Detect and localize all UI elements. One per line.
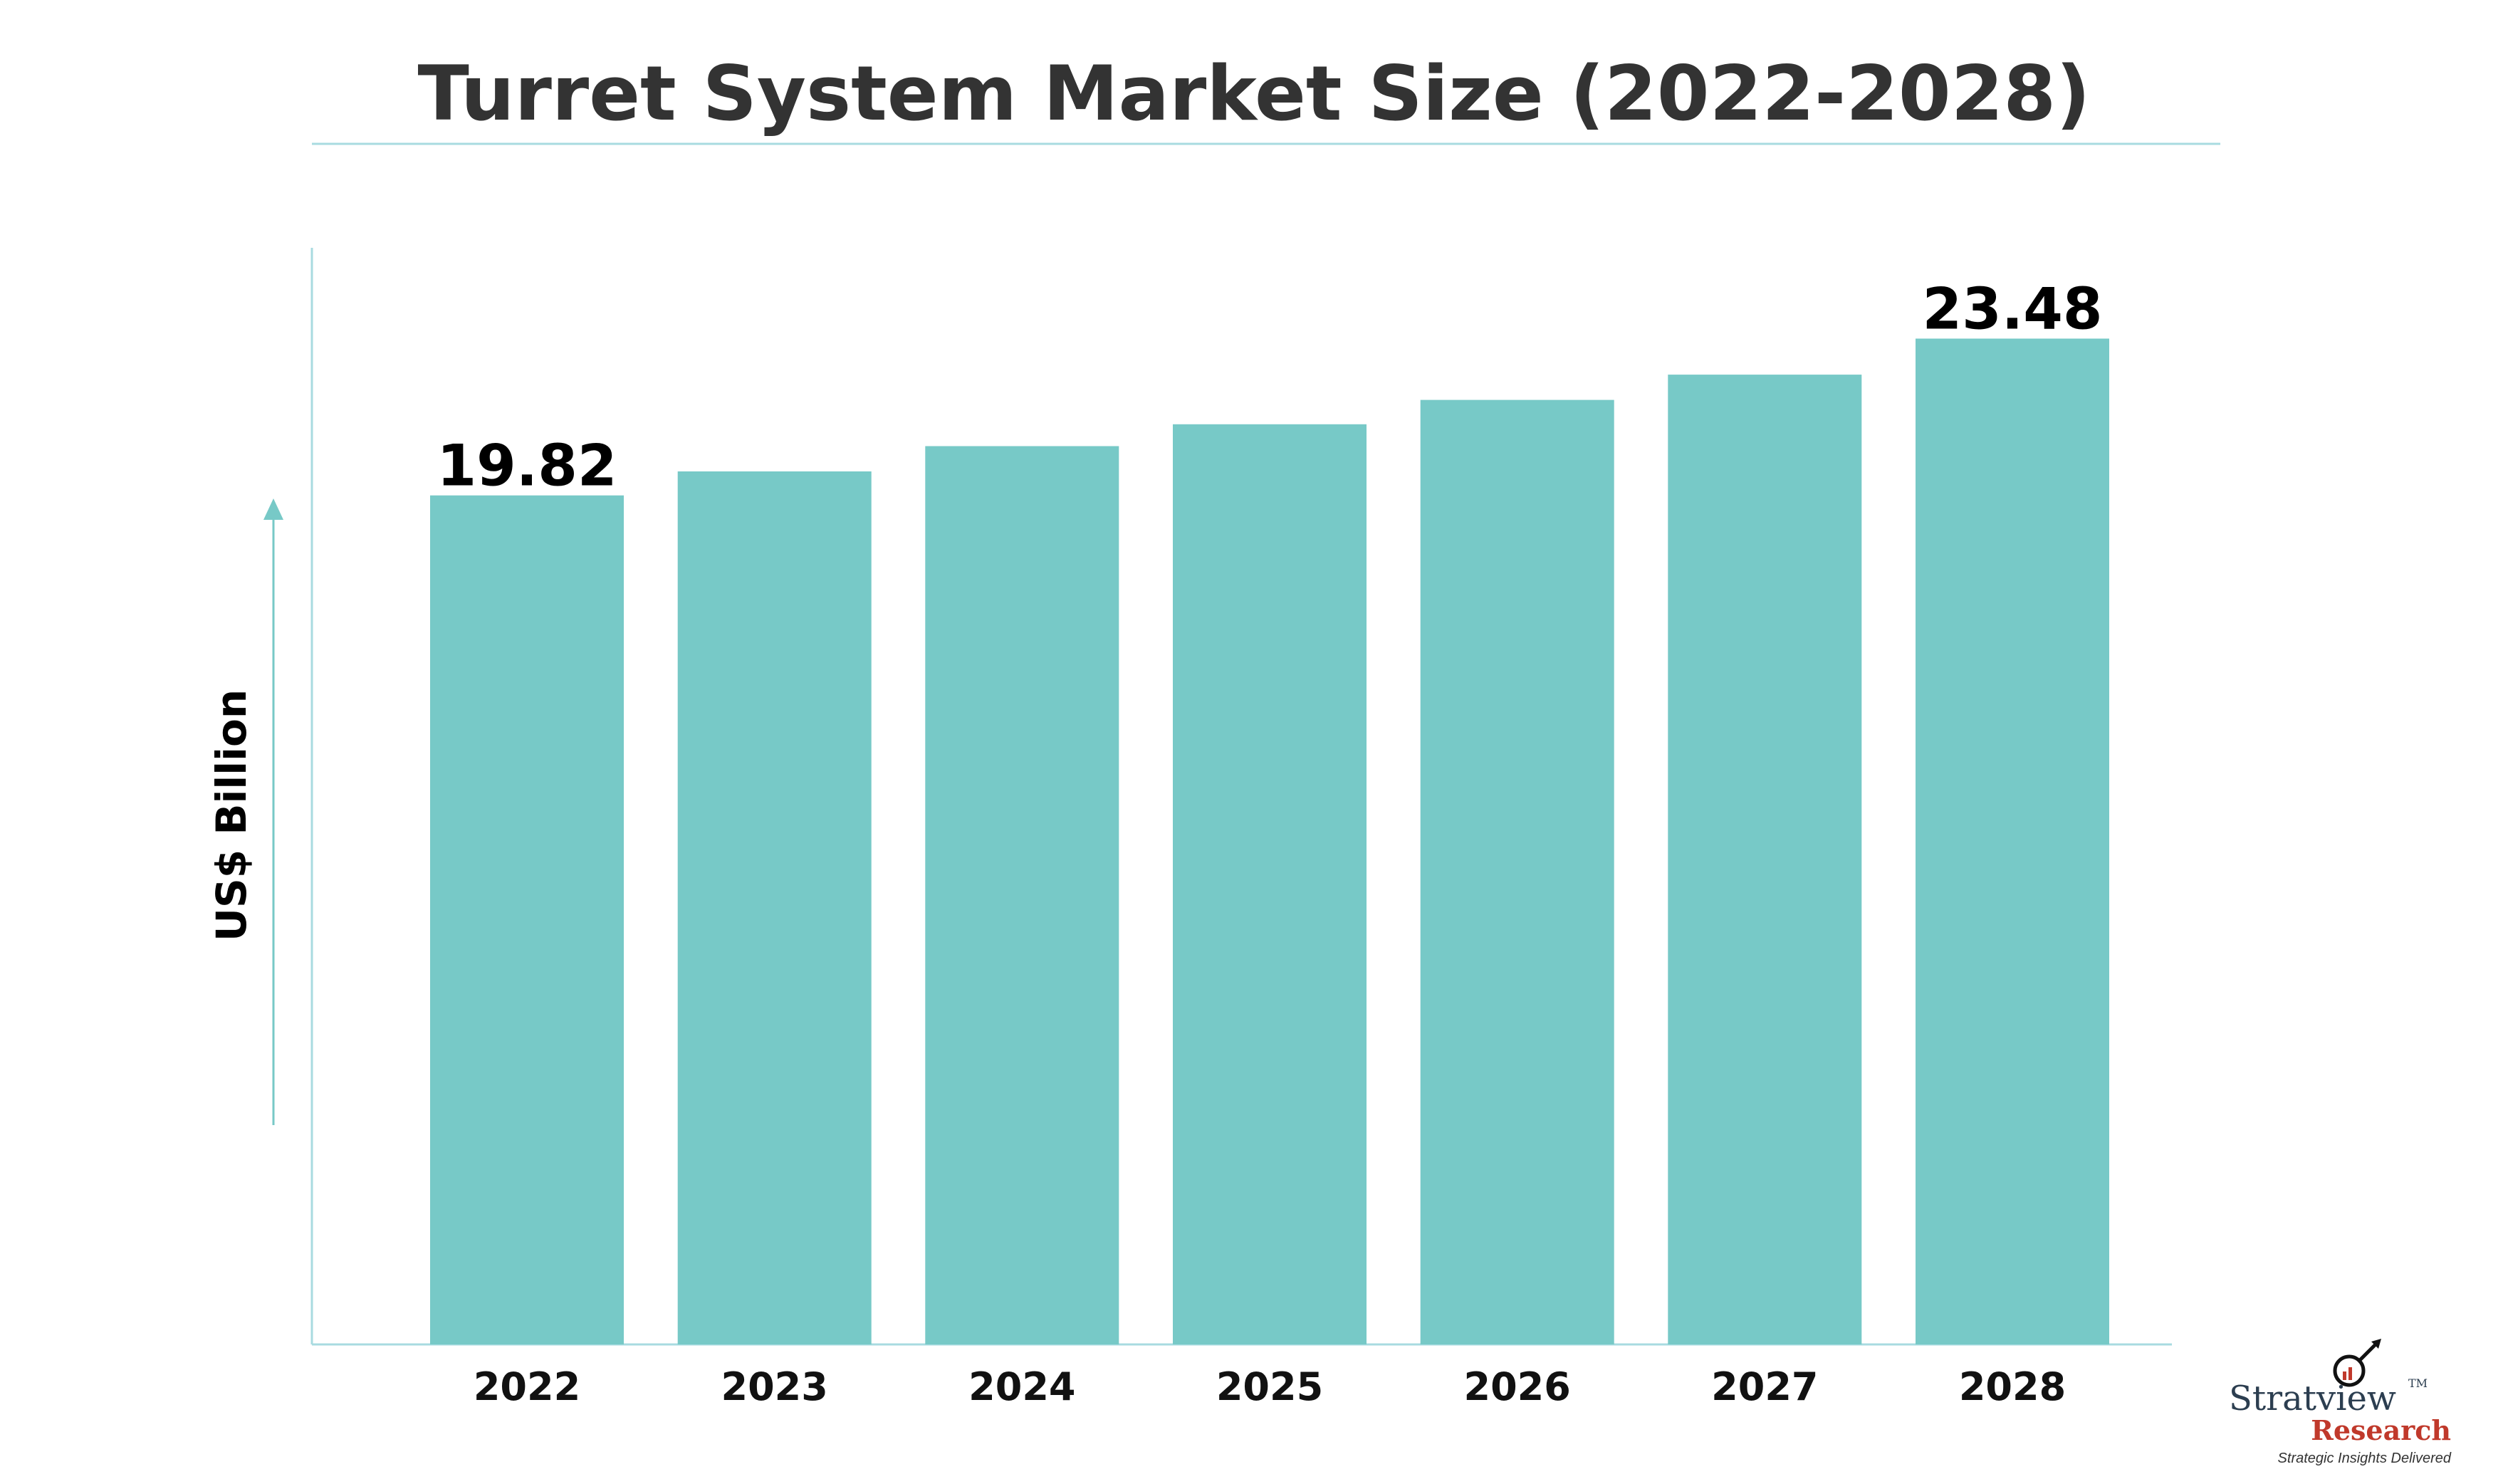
x-tick-label: 2026 bbox=[1464, 1364, 1571, 1409]
stratview-logo: Stratview TM Research Strategic Insights… bbox=[2229, 1339, 2452, 1466]
logo-trademark: TM bbox=[2408, 1376, 2428, 1390]
bar-value-label: 23.48 bbox=[1922, 276, 2102, 343]
bar-value-label: 19.82 bbox=[437, 433, 617, 499]
bar-2024 bbox=[925, 446, 1119, 1344]
bar-2026 bbox=[1420, 399, 1614, 1344]
bar-2028 bbox=[1916, 338, 2109, 1344]
bar-2022 bbox=[430, 495, 624, 1345]
y-axis-label: US$ Billion bbox=[207, 689, 256, 941]
logo-brand: Stratview bbox=[2229, 1379, 2396, 1418]
chart-title: Turret System Market Size (2022-2028) bbox=[417, 50, 2090, 137]
bar-2025 bbox=[1173, 424, 1367, 1344]
data-labels: 19.82 23.48 bbox=[437, 276, 2102, 499]
logo-subbrand: Research bbox=[2311, 1414, 2451, 1446]
logo-tagline: Strategic Insights Delivered bbox=[2278, 1451, 2452, 1466]
x-tick-label: 2022 bbox=[474, 1364, 580, 1409]
x-tick-label: 2025 bbox=[1216, 1364, 1323, 1409]
x-tick-label: 2027 bbox=[1711, 1364, 1818, 1409]
bar-2027 bbox=[1668, 375, 1862, 1344]
x-tick-label: 2028 bbox=[1959, 1364, 2066, 1409]
y-arrow-head-icon bbox=[263, 498, 283, 520]
bar-2023 bbox=[677, 471, 872, 1344]
x-tick-labels: 2022 2023 2024 2025 2026 2027 2028 bbox=[474, 1364, 2066, 1409]
logo-mark-icon bbox=[2333, 1339, 2381, 1387]
bars bbox=[430, 338, 2109, 1345]
x-tick-label: 2024 bbox=[968, 1364, 1075, 1409]
x-tick-label: 2023 bbox=[721, 1364, 828, 1409]
